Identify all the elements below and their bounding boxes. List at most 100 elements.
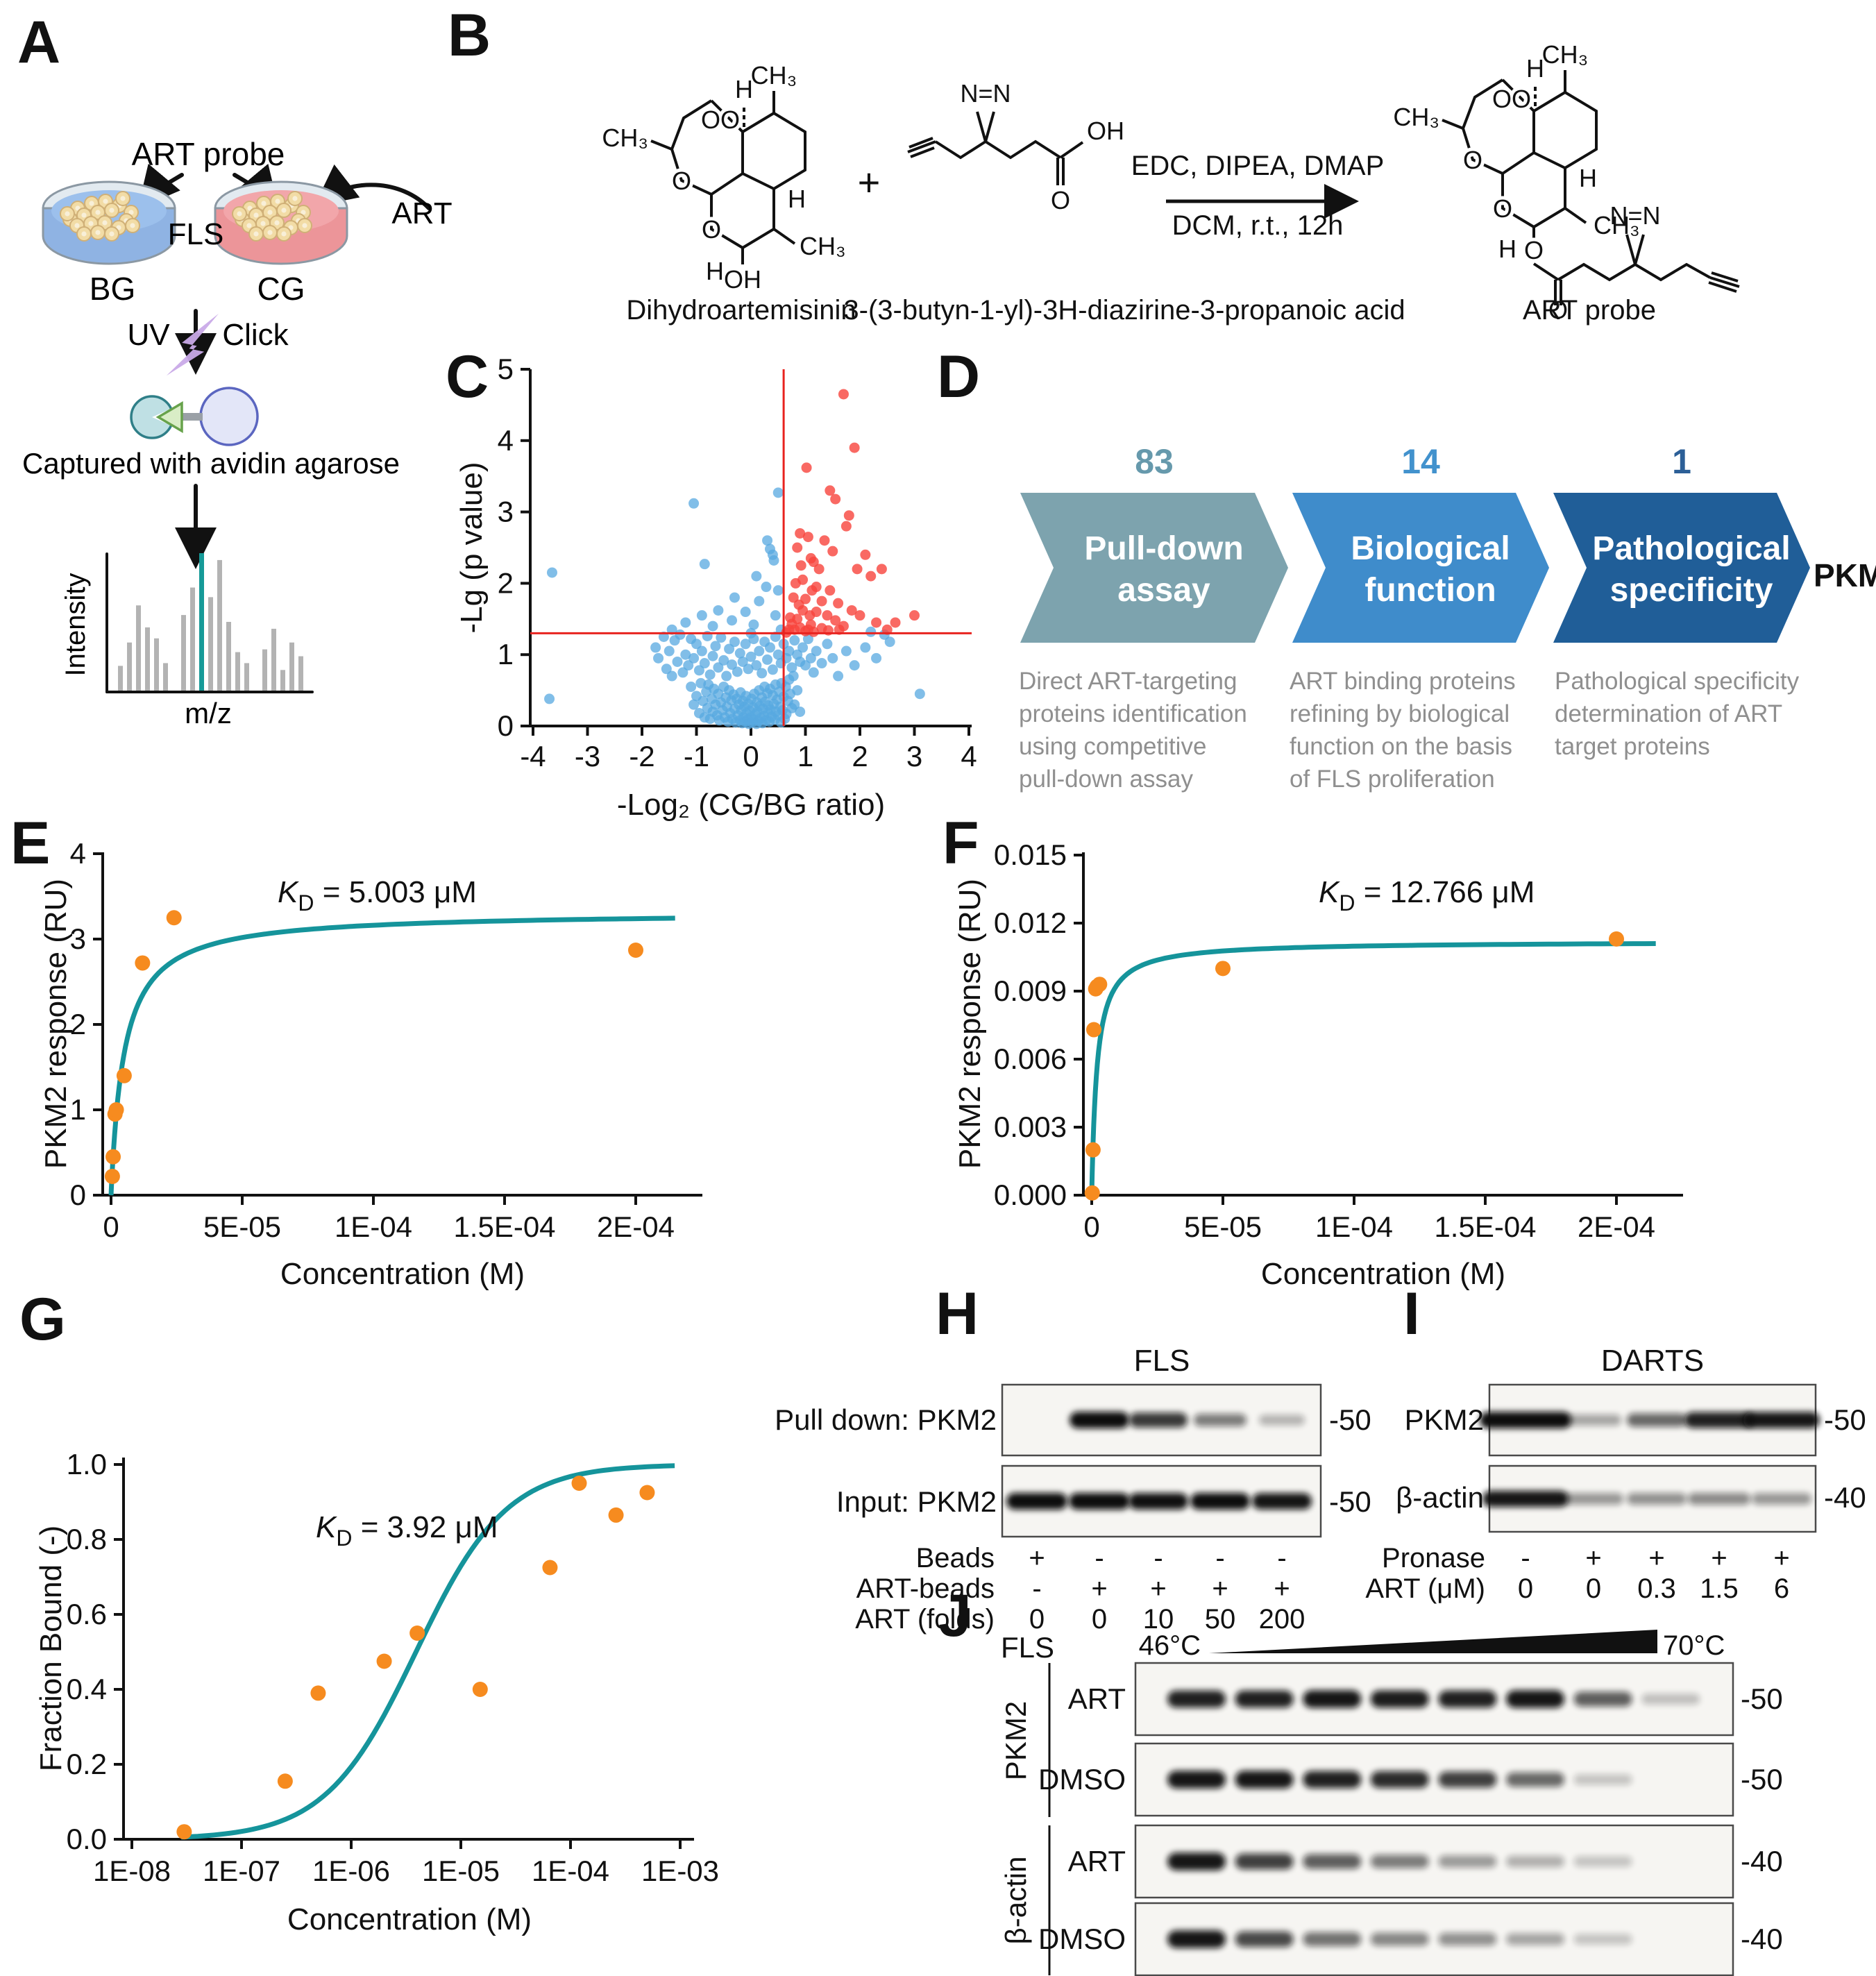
ms-bar (127, 642, 132, 691)
data-point-blue (849, 660, 860, 671)
data-point (310, 1685, 326, 1701)
condition-value: + (1648, 1543, 1664, 1573)
product-name: ART probe (1523, 295, 1656, 326)
data-point-blue (762, 535, 773, 546)
data-point-blue (707, 620, 718, 632)
blot-band (1370, 1932, 1429, 1946)
blot-band (1235, 1771, 1294, 1789)
marker-label: -40 (1741, 1923, 1783, 1955)
condition-value: - (1521, 1543, 1530, 1573)
diazirine-acid-structure: N=N O OH (907, 79, 1124, 214)
blot-band (1438, 1855, 1497, 1868)
blot-band (1006, 1493, 1067, 1510)
blot-band (1506, 1933, 1564, 1945)
blot-band (1480, 1412, 1571, 1428)
data-point (104, 1168, 120, 1184)
data-point-red (830, 615, 841, 626)
blot-band (1641, 1694, 1700, 1705)
tick-label: -4 (520, 740, 546, 772)
data-point (571, 1476, 587, 1491)
ylabel: PKM2 response (RU) (953, 879, 987, 1169)
data-point-blue (680, 649, 691, 660)
data-point-red (813, 564, 825, 575)
data-point (176, 1824, 192, 1840)
xlabel: Concentration (M) (287, 1902, 532, 1936)
condition-value: 50 (1205, 1604, 1236, 1635)
volcano-ylabel: -Lg (p value) (455, 462, 489, 633)
ms-bar (298, 656, 303, 691)
conditions-bottom: DCM, r.t., 12h (1172, 210, 1344, 241)
j-blot-row-3 (1134, 1824, 1734, 1899)
data-point-red (819, 535, 830, 546)
blot-band (1573, 1774, 1632, 1785)
ms-peak-bar (199, 553, 204, 691)
chevron-step-2 (1292, 493, 1549, 643)
tick-label: 0.012 (994, 906, 1067, 939)
data-point-red (825, 485, 836, 496)
chevron-desc-2: ART binding proteins refining by biologi… (1290, 668, 1516, 793)
data-point-red (797, 574, 809, 585)
protein-count: 83 (1135, 442, 1174, 481)
data-point-red (852, 564, 863, 575)
data-point-blue (666, 670, 677, 682)
svg-text:H: H (1526, 54, 1544, 83)
data-point-blue (729, 592, 740, 603)
data-point-blue (713, 662, 724, 673)
tick-label: 0.2 (67, 1748, 107, 1780)
blot-band (1303, 1771, 1362, 1789)
marker-label: -50 (1741, 1763, 1783, 1796)
reactant2-name: 3-(3-butyn-1-yl)-3H-diazirine-3-propanoi… (843, 295, 1405, 326)
treatment-label: DMSO (1038, 1763, 1126, 1796)
tick-label: 2 (852, 740, 868, 772)
tick-label: 0.6 (67, 1598, 107, 1630)
blot-band (1167, 1852, 1226, 1871)
data-point-blue (795, 706, 806, 717)
blot-band (1167, 1930, 1226, 1948)
tick-label: 2 (498, 566, 514, 599)
uv-label: UV (127, 318, 170, 352)
svg-text:CH₃: CH₃ (1393, 103, 1439, 131)
condition-row-label: ART (μM) (1365, 1573, 1485, 1604)
tick-label: 0 (1083, 1210, 1099, 1243)
svg-text:H: H (1498, 235, 1516, 263)
condition-value: 0 (1092, 1604, 1107, 1635)
data-point (1086, 1022, 1102, 1038)
tick-label: 1E-04 (335, 1210, 412, 1243)
art-probe-label: ART probe (132, 136, 285, 172)
tick-label: -2 (629, 740, 654, 772)
data-point (376, 1653, 392, 1669)
marker-label: -50 (1824, 1403, 1866, 1436)
condition-value: + (1029, 1543, 1045, 1573)
chevron-title-line2: function (1364, 572, 1496, 609)
data-point-red (808, 626, 819, 637)
blot-band (1573, 1856, 1632, 1867)
j-blot-row-1 (1134, 1662, 1734, 1737)
temp-high-label: 70°C (1663, 1630, 1725, 1661)
tick-label: 0.006 (994, 1042, 1067, 1075)
lightning-icon (166, 313, 219, 376)
ms-bar (118, 666, 123, 691)
data-point-red (827, 546, 838, 557)
art-probe-structure: OO O O CH₃ CH₃ H H CH₃ O H O N=N (1393, 40, 1740, 324)
kd-annotation: KD = 5.003 μM (278, 875, 477, 915)
reactant1-name: Dihydroartemisinin (626, 295, 856, 326)
blot-band (1438, 1771, 1497, 1788)
data-point-blue (768, 555, 779, 566)
svg-text:O: O (1524, 236, 1544, 264)
data-point-red (838, 389, 849, 400)
data-point (608, 1507, 624, 1523)
condition-value: 0 (1586, 1573, 1601, 1604)
tick-label: 0 (103, 1210, 119, 1243)
tick-label: 4 (498, 424, 514, 457)
data-point (542, 1560, 558, 1576)
data-point-blue (914, 689, 925, 700)
svg-text:CH₃: CH₃ (800, 232, 846, 260)
data-point-red (854, 610, 865, 621)
tick-label: 3 (498, 496, 514, 528)
data-point-blue (734, 648, 745, 659)
data-point-blue (827, 652, 838, 664)
tick-label: -1 (684, 740, 709, 772)
data-point-blue (740, 607, 751, 618)
svg-text:OO: OO (1492, 85, 1531, 113)
